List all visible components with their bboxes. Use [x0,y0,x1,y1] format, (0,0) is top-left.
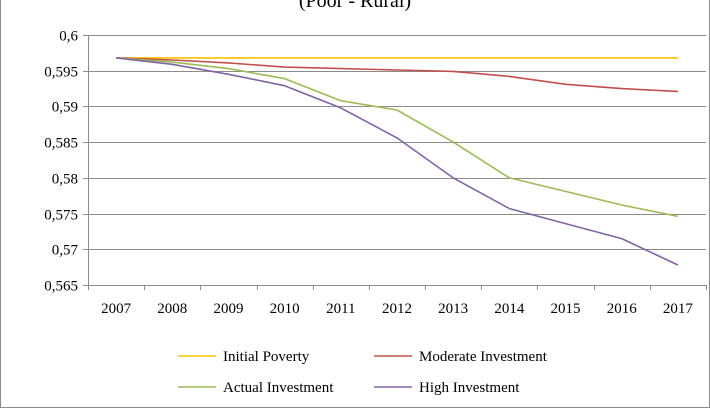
legend-item: Moderate Investment [374,349,548,365]
x-tick-label: 2009 [213,301,243,317]
legend-label: Actual Investment [223,380,334,396]
y-tick-label: 0,575 [44,208,78,224]
x-tick-label: 2014 [494,301,525,317]
x-tick-label: 2015 [551,301,581,317]
y-tick-label: 0,585 [44,136,78,152]
series-line-1 [116,57,678,93]
legend-label: Moderate Investment [419,349,548,365]
x-tick-label: 2007 [101,301,132,317]
y-tick-label: 0,57 [52,243,79,259]
gridlines [88,35,706,250]
series-line-2 [116,57,679,218]
y-tick-label: 0,565 [44,279,78,295]
x-tick-label: 2017 [663,301,694,317]
legend: Initial Poverty Moderate Investment Actual… [178,349,548,396]
legend-item: Actual Investment [178,380,334,396]
legend-item: Initial Poverty [178,349,310,365]
x-tick-label: 2012 [382,301,412,317]
y-tick-label: 0,59 [52,100,78,116]
y-tick-label: 0,58 [52,172,78,188]
series-lines [116,57,679,266]
series-line-3 [116,57,679,266]
y-tick-label: 0,6 [59,29,78,45]
legend-label: High Investment [419,380,520,396]
legend-item: High Investment [374,380,520,396]
tick-labels: 0,565 0,57 0,575 0,58 0,585 0,59 0,595 0,6 2007 2… [44,29,693,318]
x-tick-label: 2008 [157,301,187,317]
x-tick-label: 2011 [326,301,355,317]
x-tick-label: 2013 [438,301,468,317]
y-tick-label: 0,595 [44,65,78,81]
x-tick-label: 2016 [607,301,638,317]
legend-label: Initial Poverty [223,349,310,365]
axes [83,35,707,290]
x-tick-label: 2010 [270,301,300,317]
chart-title: (Poor - Rural) [299,0,411,12]
